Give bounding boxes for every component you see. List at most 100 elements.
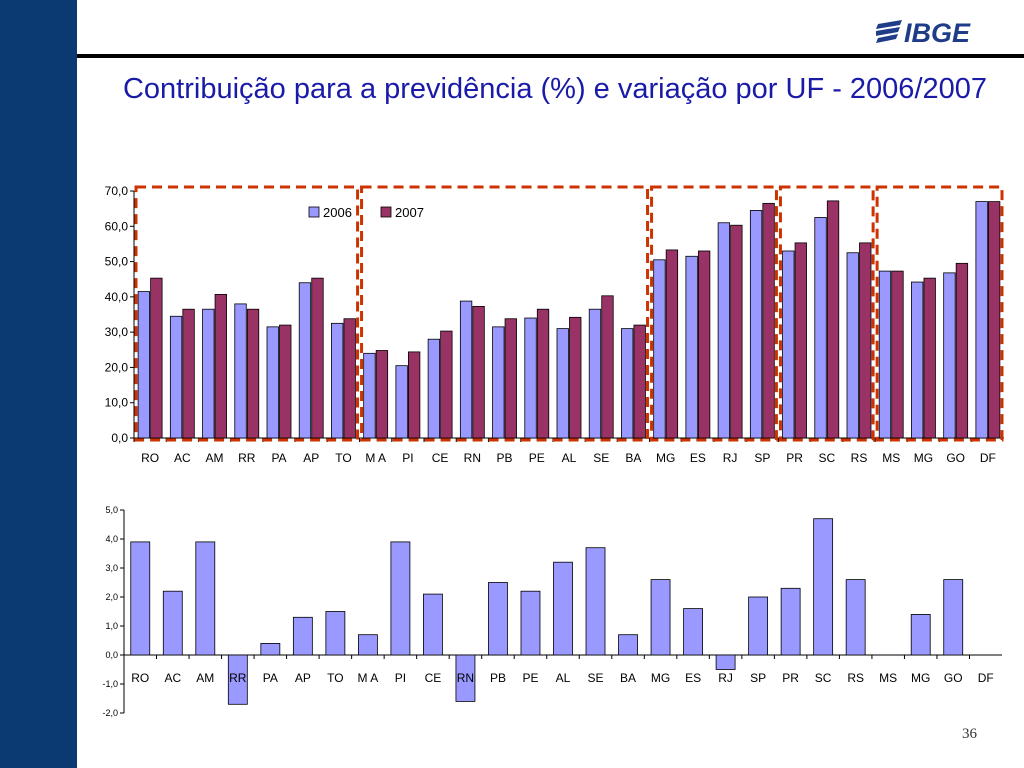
bar-2007-PB (504, 318, 517, 439)
bar-2007-MG (923, 277, 936, 439)
highlight-group-2 (650, 185, 778, 442)
variation-bar-RS (845, 579, 866, 656)
bar-2006-MG (653, 259, 666, 439)
y-tick-label: -2,0 (102, 708, 118, 718)
x-tick-label: PE (522, 671, 538, 685)
y-tick-label: -1,0 (102, 679, 118, 689)
top-rule (77, 54, 1024, 58)
x-tick-label: RS (847, 671, 864, 685)
x-tick-label: DF (980, 451, 996, 465)
bar-2006-RO (137, 291, 151, 439)
x-tick-label: M A (358, 671, 379, 685)
bar-2006-GO (943, 272, 956, 439)
bar-2006-RR (234, 303, 247, 439)
bar-2007-SE (601, 295, 614, 439)
legend-label-2007: 2007 (395, 205, 424, 220)
x-tick-label: TO (327, 671, 343, 685)
variation-bar-SE (585, 547, 606, 656)
y-tick-label: 60,0 (105, 219, 129, 233)
y-tick-label: 70,0 (105, 184, 129, 198)
x-tick-label: ES (690, 451, 706, 465)
y-tick-label: 40,0 (105, 290, 129, 304)
variation-bar-PI (390, 541, 411, 656)
variation-bar-RJ (715, 654, 736, 670)
highlight-group-1 (360, 185, 650, 442)
x-tick-label: MG (651, 671, 670, 685)
variation-bar-AL (553, 561, 573, 656)
x-tick-label: AP (303, 451, 319, 465)
x-tick-label: PR (782, 671, 799, 685)
x-tick-label: MG (914, 451, 933, 465)
bar-2006-PE (524, 317, 537, 439)
bar-2006-RS (846, 252, 859, 439)
highlight-group-3 (778, 185, 875, 442)
legend: 2006 2007 (295, 203, 435, 225)
bar-2007-AC (182, 308, 195, 439)
bar-2006-AM (202, 308, 215, 439)
bar-2007-PA (279, 324, 292, 439)
bar-2007-MA (375, 350, 389, 439)
x-tick-label: PI (402, 451, 413, 465)
bar-2006-MS (878, 270, 892, 439)
x-tick-label: ES (685, 671, 701, 685)
x-tick-label: SC (815, 671, 832, 685)
x-tick-label: RS (851, 451, 868, 465)
x-tick-label: MG (911, 671, 930, 685)
x-tick-label: SE (588, 671, 604, 685)
x-tick-label: RO (141, 451, 159, 465)
bar-2006-AC (169, 315, 183, 439)
bar-2006-PR (782, 250, 795, 439)
bar-2007-AP (311, 277, 324, 439)
bar-2007-RJ (730, 224, 743, 439)
bar-2007-RN (472, 305, 485, 439)
bar-2007-PI (407, 351, 421, 439)
x-tick-label: MS (879, 671, 897, 685)
bar-2006-CE (427, 338, 441, 439)
variation-bar-PB (488, 582, 508, 656)
bar-2006-RJ (717, 222, 731, 439)
x-tick-label: RJ (718, 671, 733, 685)
x-tick-label: AL (556, 671, 571, 685)
x-tick-label: PB (497, 451, 513, 465)
x-tick-label: RJ (723, 451, 738, 465)
variation-bar-BA (618, 634, 638, 656)
bar-2007-RO (150, 277, 163, 439)
page-number: 36 (962, 726, 977, 742)
bar-2007-PR (794, 242, 807, 439)
variation-bar-SC (813, 518, 834, 656)
x-tick-label: AP (295, 671, 311, 685)
x-tick-label: MG (656, 451, 675, 465)
variation-bar-SP (748, 596, 769, 656)
bar-2006-PI (395, 365, 408, 439)
bar-2006-BA (621, 328, 634, 439)
y-tick-label: 50,0 (105, 255, 129, 269)
x-tick-label: RO (131, 671, 149, 685)
variation-bar-RN (455, 654, 476, 702)
bar-2006-TO (331, 322, 344, 439)
variation-bar-PA (260, 642, 281, 656)
bar-2006-MG (911, 281, 924, 439)
x-tick-label: PA (271, 451, 286, 465)
x-tick-label: PR (786, 451, 803, 465)
x-tick-label: SP (750, 671, 766, 685)
variation-bar-TO (325, 611, 346, 656)
y-tick-label: 5,0 (105, 505, 118, 515)
variation-bar-PE (520, 590, 541, 656)
x-tick-label: TO (335, 451, 351, 465)
y-tick-label: 3,0 (105, 563, 118, 573)
variation-bar-MA (357, 634, 378, 656)
chart-variation: -2,0 -1,0 0,0 1,0 2,0 3,0 4,0 5,0 RO AC AM RR PA AP TO… (102, 505, 1002, 718)
x-tick-label: SE (593, 451, 609, 465)
bar-2007-ES (697, 250, 711, 439)
x-tick-label: PE (529, 451, 545, 465)
x-tick-label: CE (432, 451, 449, 465)
bar-2006-ES (685, 255, 698, 439)
x-tick-label: GO (946, 451, 965, 465)
bar-2006-PB (492, 326, 505, 439)
bar-2006-SC (814, 217, 827, 439)
bar-2006-AP (298, 282, 312, 439)
bar-2007-TO (343, 318, 356, 439)
x-tick-label: M A (365, 451, 386, 465)
variation-bar-AC (162, 590, 183, 656)
variation-bar-GO (943, 579, 964, 656)
